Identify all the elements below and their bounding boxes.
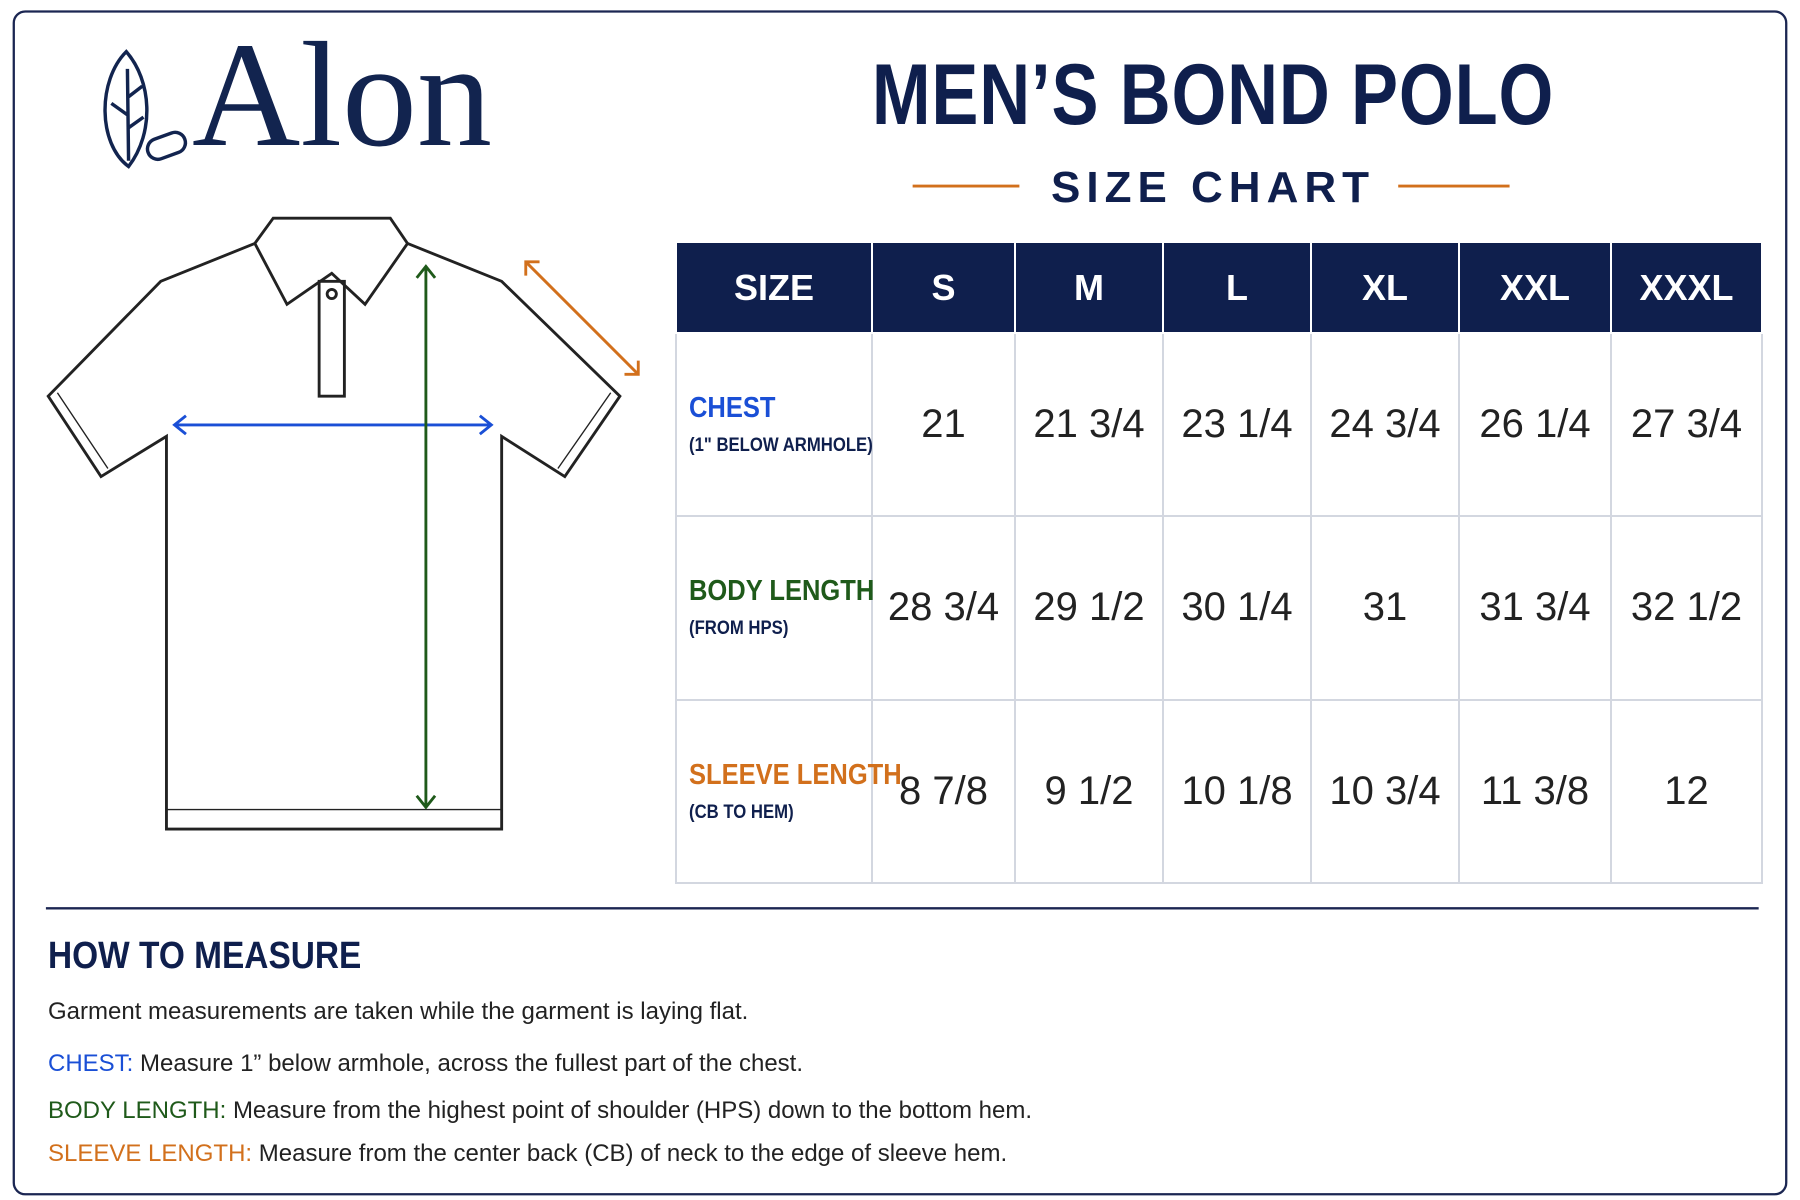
header-cell: XL xyxy=(1310,241,1460,334)
measure-title: HOW TO MEASURE xyxy=(48,935,362,977)
header-cell: M xyxy=(1014,241,1164,334)
size-value: 10 1/8 xyxy=(1162,698,1312,885)
logo-leaf xyxy=(103,49,188,169)
header-cell: XXXL xyxy=(1610,241,1763,334)
header-cell: SIZE xyxy=(675,241,873,334)
row-note: (CB TO HEM) xyxy=(689,801,794,823)
header-row: SIZE S M L XL XXL XXXL xyxy=(675,241,1763,334)
measure-arrows xyxy=(172,260,640,810)
size-value: 32 1/2 xyxy=(1610,515,1763,701)
measure-item: CHEST: Measure 1” below armhole, across … xyxy=(48,1050,803,1078)
row-label: SLEEVE LENGTH xyxy=(689,758,902,791)
frame xyxy=(12,10,1788,1196)
size-row: BODY LENGTH (FROM HPS) 28 3/4 29 1/2 30 1/4 3… xyxy=(675,515,1763,701)
measure-label: SLEEVE LENGTH: xyxy=(48,1140,253,1167)
brand: Alon xyxy=(192,12,492,178)
row-label-cell: CHEST (1" BELOW ARMHOLE) xyxy=(675,331,873,518)
row-note: (FROM HPS) xyxy=(689,618,789,640)
size-table: SIZE S M L XL XXL XXXL CHEST (1" BELOW ARMHOLE) 2… xyxy=(675,241,1763,885)
measure-intro: Garment measurements are taken while the… xyxy=(48,998,749,1025)
size-row: SLEEVE LENGTH (CB TO HEM) 8 7/8 9 1/2 10 1/8… xyxy=(675,698,1763,885)
measure-text: Measure 1” below armhole, across the ful… xyxy=(140,1050,804,1077)
size-value: 31 xyxy=(1310,515,1460,701)
size-row: CHEST (1" BELOW ARMHOLE) 21 21 3/4 23 1/4 24 … xyxy=(675,331,1763,518)
measure-label: BODY LENGTH: xyxy=(48,1097,227,1124)
size-value: 23 1/4 xyxy=(1162,331,1312,518)
row-note: (1" BELOW ARMHOLE) xyxy=(689,435,873,457)
size-value: 29 1/2 xyxy=(1014,515,1164,701)
header-cell: XXL xyxy=(1458,241,1612,334)
size-value: 31 3/4 xyxy=(1458,515,1612,701)
size-value: 30 1/4 xyxy=(1162,515,1312,701)
size-value: 11 3/8 xyxy=(1458,698,1612,885)
title: MEN’S BOND POLO xyxy=(871,47,1555,143)
size-value: 21 3/4 xyxy=(1014,331,1164,518)
subtitle: SIZE CHART xyxy=(1051,163,1375,212)
measure-text: Measure from the highest point of should… xyxy=(232,1097,1033,1124)
measure-text: Measure from the center back (CB) of nec… xyxy=(258,1140,1008,1167)
size-value: 12 xyxy=(1610,698,1763,885)
row-label: CHEST xyxy=(689,392,776,425)
row-label-cell: SLEEVE LENGTH (CB TO HEM) xyxy=(675,698,902,885)
size-value: 24 3/4 xyxy=(1310,331,1460,518)
measure-item: SLEEVE LENGTH: Measure from the center b… xyxy=(48,1140,1007,1168)
measure-label: CHEST: xyxy=(48,1050,134,1077)
size-value: 9 1/2 xyxy=(1014,698,1164,885)
size-value: 27 3/4 xyxy=(1610,331,1763,518)
measure-item: BODY LENGTH: Measure from the highest po… xyxy=(48,1097,1032,1125)
row-label: BODY LENGTH xyxy=(689,575,875,608)
row-label-cell: BODY LENGTH (FROM HPS) xyxy=(675,515,875,701)
size-value: 21 xyxy=(871,331,1016,518)
size-value: 26 1/4 xyxy=(1458,331,1612,518)
size-value: 28 3/4 xyxy=(871,515,1016,701)
header-cell: L xyxy=(1162,241,1312,334)
shirt xyxy=(46,216,622,831)
header-cell: S xyxy=(871,241,1016,334)
size-value: 10 3/4 xyxy=(1310,698,1460,885)
size-value: 8 7/8 xyxy=(871,698,1016,885)
